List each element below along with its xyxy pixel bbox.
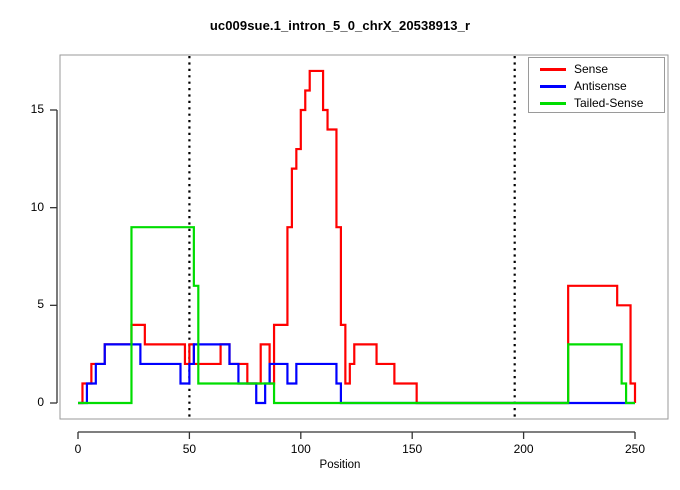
legend-swatch-tailed-sense	[540, 102, 566, 105]
legend-item-tailed-sense: Tailed-Sense	[529, 95, 664, 112]
legend-label-sense: Sense	[574, 62, 609, 76]
plot-border	[59, 54, 669, 420]
y-tick-label-15: 15	[30, 102, 44, 116]
x-tick-label-200: 200	[513, 442, 534, 456]
legend-item-antisense: Antisense	[529, 78, 664, 95]
legend-label-tailed-sense: Tailed-Sense	[574, 96, 644, 110]
page-title: uc009sue.1_intron_5_0_chrX_20538913_r	[209, 18, 471, 33]
series-line-sense	[78, 69, 637, 405]
x-tick-label-250: 250	[624, 442, 646, 456]
legend-item-sense: Sense	[529, 61, 664, 78]
x-tick-label-50: 50	[182, 442, 197, 456]
series-line-tailed-sense	[78, 226, 635, 405]
x-axis-label: Position	[319, 459, 361, 471]
x-tick-label-150: 150	[402, 442, 423, 456]
legend: Sense Antisense Tailed-Sense	[528, 57, 665, 113]
y-tick-label-5: 5	[37, 297, 44, 312]
y-tick-label-10: 10	[30, 199, 44, 214]
y-tick-label-0: 0	[37, 395, 44, 409]
x-tick-label-0: 0	[74, 442, 82, 456]
x-tick-label-100: 100	[290, 442, 311, 456]
legend-label-antisense: Antisense	[574, 79, 627, 93]
series-line-antisense	[78, 343, 635, 405]
legend-swatch-antisense	[540, 85, 566, 88]
legend-swatch-sense	[540, 68, 566, 71]
